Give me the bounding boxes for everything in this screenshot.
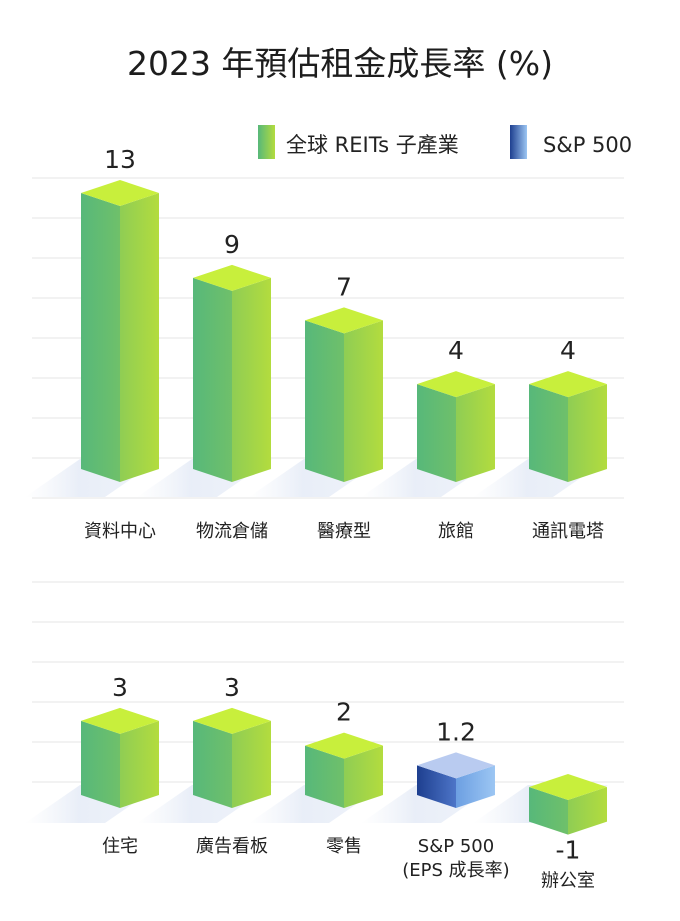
- category-label-line: 醫療型: [317, 521, 371, 542]
- bar: [417, 371, 495, 482]
- category-label: 醫療型: [317, 521, 371, 542]
- bar-right-face: [232, 720, 271, 808]
- category-label: 辦公室: [541, 871, 595, 892]
- bar: [417, 752, 495, 808]
- value-label: -1: [556, 836, 581, 865]
- category-label-line: 物流倉儲: [196, 521, 268, 542]
- value-label: 4: [448, 336, 464, 365]
- bar-left-face: [193, 720, 232, 808]
- bar-left-face: [81, 720, 120, 808]
- bar-right-face: [568, 384, 607, 482]
- value-label: 1.2: [436, 717, 476, 746]
- bar: [529, 774, 607, 835]
- bar: [81, 180, 159, 482]
- category-label: 物流倉儲: [196, 521, 268, 542]
- bar-left-face: [529, 384, 568, 482]
- bar-left-face: [193, 277, 232, 482]
- bar-top-face: [417, 371, 495, 398]
- bar: [305, 307, 383, 482]
- value-label: 7: [336, 272, 352, 301]
- bar: [193, 264, 271, 482]
- bar-left-face: [417, 384, 456, 482]
- category-label: 廣告看板: [196, 836, 268, 857]
- bar-top-face: [417, 752, 495, 779]
- category-label-line: 資料中心: [84, 521, 156, 542]
- category-label-line: 通訊電塔: [532, 521, 604, 542]
- bar-top-face: [81, 707, 159, 734]
- bar-right-face: [568, 787, 607, 835]
- bar-right-face: [232, 277, 271, 482]
- category-label-line: 廣告看板: [196, 836, 268, 857]
- bar-top-face: [305, 732, 383, 759]
- value-label: 2: [336, 698, 352, 727]
- bar: [193, 707, 271, 808]
- legend-swatch-reits: [258, 125, 275, 159]
- category-label: 零售: [326, 836, 362, 857]
- value-label: 3: [112, 673, 128, 702]
- value-label: 13: [104, 145, 136, 174]
- labels: 13 資料中心 9 物流倉儲 7 醫療型 4 旅館 4 通訊電塔 3 住宅 3 廣告看板 2 零售 1.2 S&P…: [84, 145, 604, 892]
- category-label: 住宅: [102, 836, 138, 857]
- value-label: 3: [224, 673, 240, 702]
- legend-label-sp500: S&P 500: [543, 133, 632, 157]
- bar-top-face: [193, 264, 271, 291]
- bar-right-face: [120, 193, 159, 482]
- bar-left-face: [305, 320, 344, 482]
- legend: 全球 REITs 子產業 S&P 500: [258, 125, 632, 159]
- bar-top-face: [529, 371, 607, 398]
- bar: [305, 732, 383, 808]
- legend-label-reits: 全球 REITs 子產業: [286, 133, 459, 157]
- bar-left-face: [529, 787, 568, 835]
- bar-right-face: [456, 384, 495, 482]
- bar-left-face: [305, 745, 344, 808]
- bar-top-face: [81, 180, 159, 207]
- category-label-line: 零售: [326, 836, 362, 857]
- bar-top-face: [193, 707, 271, 734]
- category-label-line: 住宅: [102, 836, 138, 857]
- category-label: 旅館: [438, 521, 474, 542]
- bar-left-face: [81, 193, 120, 482]
- value-label: 4: [560, 336, 576, 365]
- bar-left-face: [417, 765, 456, 808]
- category-label: 通訊電塔: [532, 521, 604, 542]
- bar-right-face: [344, 745, 383, 808]
- bar-top-face: [529, 774, 607, 800]
- category-label-line: (EPS 成長率): [402, 860, 509, 881]
- bar-top-face: [305, 307, 383, 334]
- category-label: 資料中心: [84, 521, 156, 542]
- category-label-line: 辦公室: [541, 871, 595, 892]
- bars: [25, 180, 608, 835]
- bar: [81, 707, 159, 808]
- bar-right-face: [456, 765, 495, 808]
- legend-swatch-sp500: [510, 125, 527, 159]
- category-label-line: S&P 500: [418, 836, 494, 857]
- bar-right-face: [120, 720, 159, 808]
- bar: [529, 371, 607, 482]
- bar-right-face: [344, 320, 383, 482]
- category-label: S&P 500 (EPS 成長率): [402, 836, 509, 881]
- category-label-line: 旅館: [438, 521, 474, 542]
- value-label: 9: [224, 230, 240, 259]
- chart-title: 2023 年預估租金成長率 (%): [127, 44, 553, 83]
